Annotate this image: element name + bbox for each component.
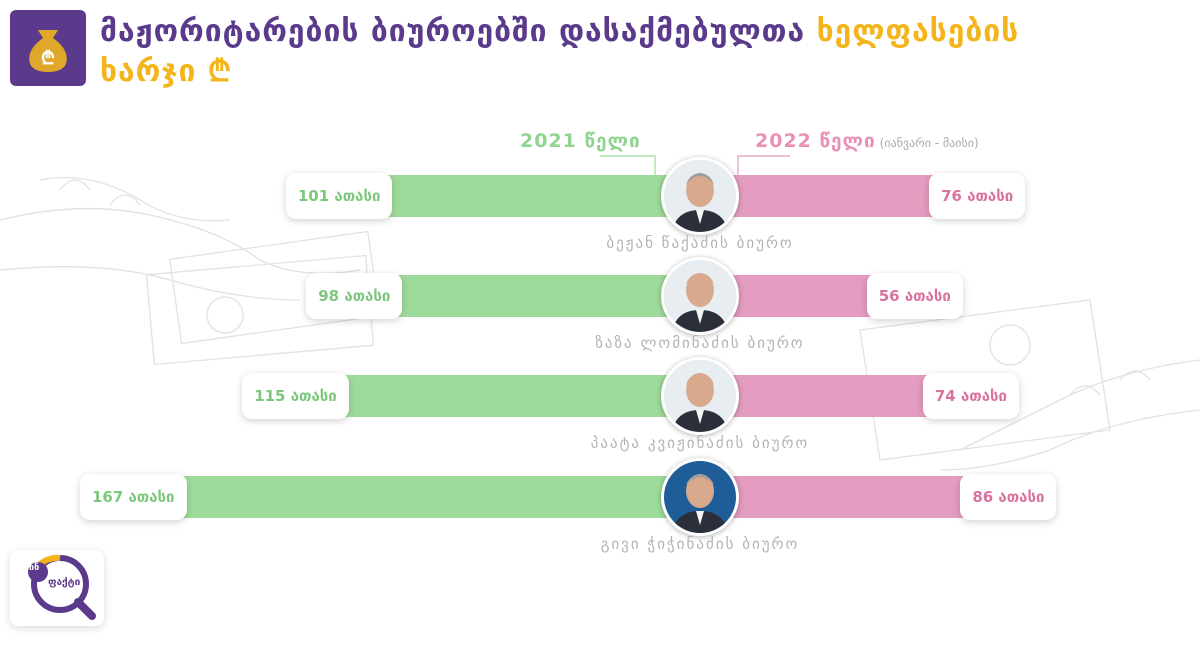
legend-2021: 2021 წელი [520, 130, 641, 152]
value-label-2022-1: 56 ათასი [866, 273, 963, 319]
bar-2022-3 [700, 476, 969, 518]
bar-2021-0 [384, 175, 700, 217]
legend-2022: 2022 წელი (იანვარი - მაისი) [755, 130, 979, 152]
svg-text:₾: ₾ [41, 48, 55, 69]
title-line2: ხარჯი ₾ [100, 54, 233, 89]
person-icon [664, 160, 736, 232]
legend-2022-note: (იანვარი - მაისი) [879, 136, 979, 150]
page-title: მაჟორიტარების ბიუროებში დასაქმებულთა ხელ… [100, 12, 1100, 92]
avatar-photo-1 [661, 257, 739, 335]
value-label-2021-2: 115 ათასი [242, 373, 349, 419]
person-icon [664, 360, 736, 432]
title-main: მაჟორიტარების ბიუროებში დასაქმებულთა [100, 14, 806, 49]
legend-connector-2021 [600, 155, 656, 180]
bar-2021-3 [178, 476, 700, 518]
avatar-photo-0 [661, 157, 739, 235]
person-icon [664, 461, 736, 533]
avatar-photo-2 [661, 357, 739, 435]
value-label-2021-0: 101 ათასი [285, 173, 393, 219]
brand-badge: ინ ფაქტი [10, 550, 104, 626]
value-label-2021-3: 167 ათასი [79, 474, 187, 520]
value-label-2022-0: 76 ათასი [929, 173, 1026, 219]
row-name-1: ზაზა ლომინაძის ბიურო [595, 334, 805, 352]
bar-2022-0 [700, 175, 938, 217]
row-name-3: გივი ჭიჭინაძის ბიურო [600, 535, 800, 553]
title-highlight: ხელფასების [816, 14, 1020, 49]
value-label-2021-1: 98 ათასი [306, 273, 403, 319]
bar-2021-2 [341, 375, 700, 417]
bar-2021-1 [394, 275, 700, 317]
legend-2022-label: 2022 წელი [755, 130, 876, 152]
brand-number: ინ [29, 563, 40, 573]
brand-text: ფაქტი [48, 577, 81, 588]
legend-connector-2022 [737, 155, 790, 180]
moneybag-logo: ₾ [10, 10, 86, 86]
row-name-0: ბეჟან წაქაძის ბიურო [606, 234, 794, 252]
value-label-2022-3: 86 ათასი [960, 474, 1057, 520]
avatar-photo-3 [661, 458, 739, 536]
magnifier-logo-icon [28, 554, 96, 620]
value-label-2022-2: 74 ათასი [922, 373, 1019, 419]
moneybag-icon: ₾ [29, 30, 67, 72]
person-icon [664, 260, 736, 332]
row-name-2: პაატა კვიჟინაძის ბიურო [590, 434, 810, 452]
